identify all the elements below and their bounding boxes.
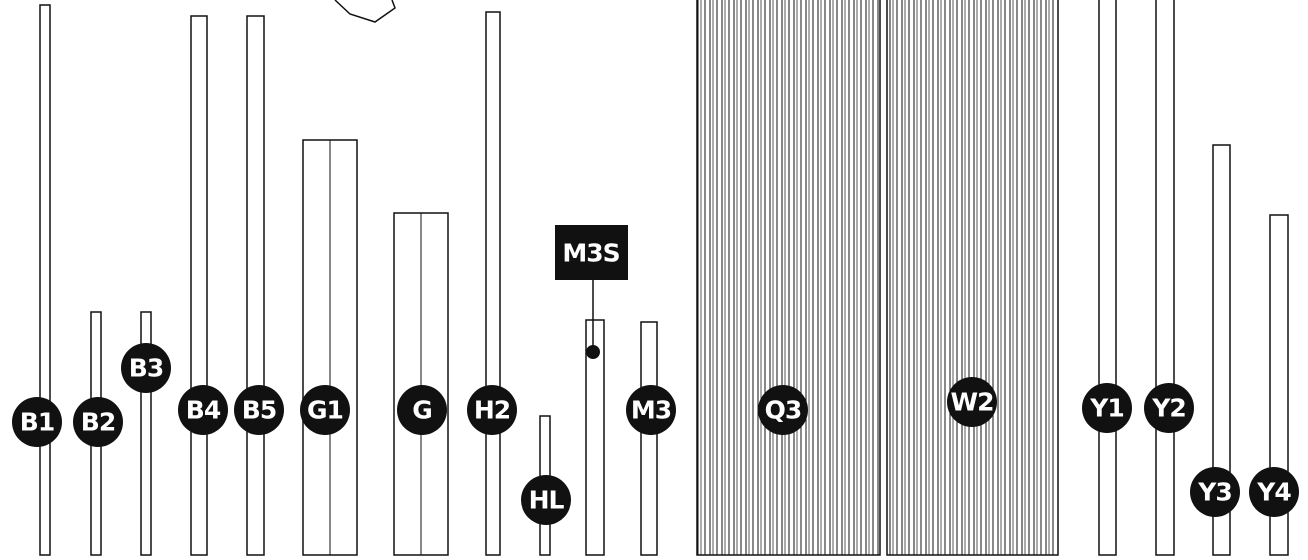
label-badge [758,385,808,435]
part-fragment [334,0,396,23]
part-label: Y2 [1151,394,1186,423]
part-label: B3 [129,354,163,383]
label-badge [1190,467,1240,517]
label-badge [521,475,571,525]
part-label: H2 [474,396,510,425]
part-m3s [585,319,605,556]
part-y3 [1212,144,1231,556]
part-y1 [1098,0,1117,556]
label-badge [1249,467,1299,517]
part-label: Y3 [1197,478,1232,507]
label-badge [626,385,676,435]
part-label: B1 [20,408,54,437]
callout-box [555,225,628,280]
part-label: B4 [186,396,221,425]
part-b3 [140,311,152,556]
part-label: Y1 [1089,394,1124,423]
label-badge [73,397,123,447]
label-badge [300,385,350,435]
part-b4 [190,15,208,556]
part-label: G [412,396,432,425]
part-label: B5 [242,396,276,425]
label-badge [397,385,447,435]
part-y2 [1155,0,1175,556]
part-q3 [696,0,881,556]
part-b1 [39,4,51,556]
label-badge [178,385,228,435]
part-label: Q3 [765,396,802,425]
part-label: B2 [81,408,115,437]
labels: B1 B2 B3 B4 B5 G1 G H2 HL M3 Q3 W2 Y1 Y2… [12,343,1299,525]
part-m3 [640,321,658,556]
part-label: Y4 [1256,478,1291,507]
part-label: G1 [307,396,343,425]
label-badge [467,385,517,435]
part-w2 [886,0,1059,556]
label-badge [121,343,171,393]
part-b5 [246,15,265,556]
label-badge [1144,383,1194,433]
label-badge [1082,383,1132,433]
label-badge [234,385,284,435]
callout-dot [586,345,600,359]
label-badge [947,377,997,427]
part-label: W2 [951,388,994,417]
part-label: M3 [631,396,671,425]
part-h2 [485,11,501,556]
part-label: HL [529,486,565,515]
label-badge [12,397,62,447]
callout-label: M3S [562,239,619,268]
